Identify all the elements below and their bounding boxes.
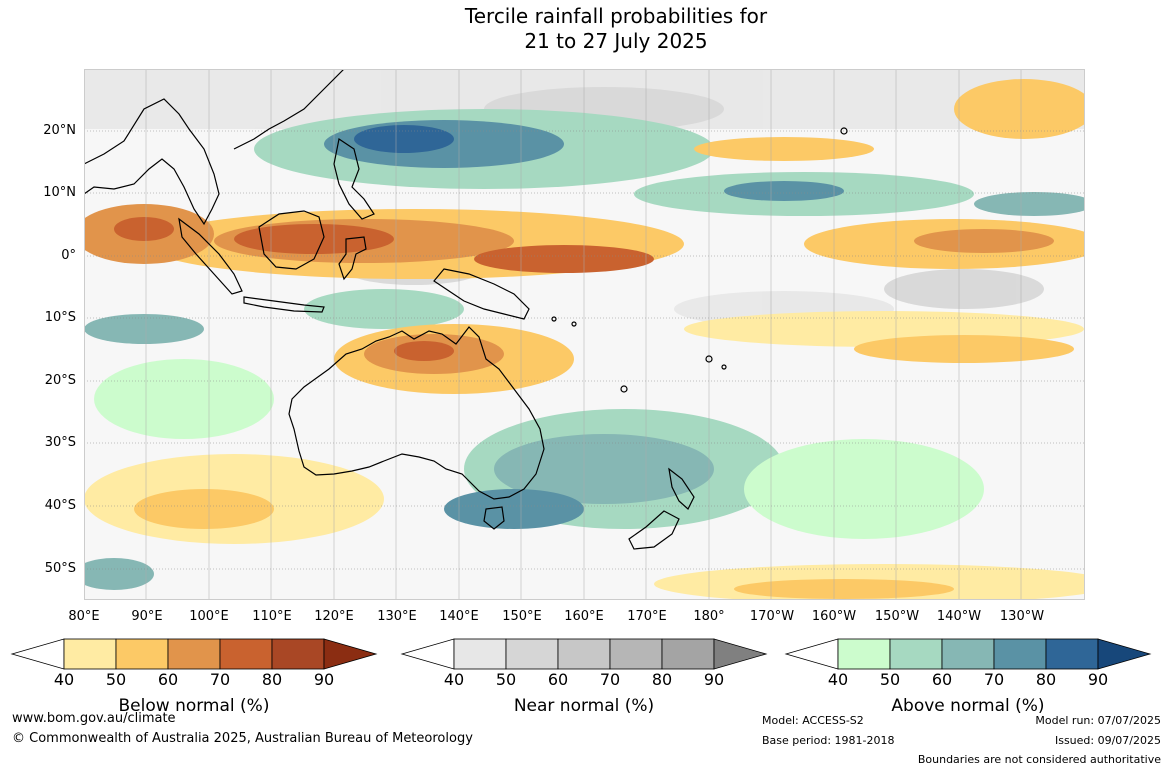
below-normal-colorbar — [10, 638, 378, 670]
near-normal-colorbar — [400, 638, 768, 670]
lon-label: 160°E — [564, 609, 604, 624]
colorbar-tick: 90 — [313, 670, 335, 689]
colorbar-segment — [505, 638, 559, 670]
colorbar-tick: 90 — [703, 670, 725, 689]
lat-label: 50°S — [44, 561, 76, 576]
lat-label: 10°N — [43, 185, 76, 200]
colorbar-tick: 40 — [443, 670, 465, 689]
lat-label: 10°S — [44, 310, 76, 325]
colorbar-tick: 40 — [827, 670, 849, 689]
near-normal-title: Near normal (%) — [513, 696, 655, 716]
colorbar-segment — [889, 638, 943, 670]
colorbar-segment — [453, 638, 507, 670]
colorbar-under-arrow — [400, 638, 455, 670]
graticule — [84, 130, 1085, 570]
lon-label: 170°W — [749, 609, 795, 624]
colorbar-tick: 50 — [879, 670, 901, 689]
issued-text: Issued: 09/07/2025 — [1054, 734, 1161, 747]
below-normal-regions — [84, 79, 1085, 600]
asia-coastline — [84, 69, 345, 226]
colorbar-tick: 40 — [53, 670, 75, 689]
colorbar-segment — [167, 638, 221, 670]
above-normal-title: Above normal (%) — [891, 696, 1045, 716]
map-title-line1: Tercile rainfall probabilities for — [464, 4, 768, 28]
colorbar-over-arrow — [713, 638, 768, 670]
model-text: Model: ACCESS-S2 — [762, 714, 864, 727]
lon-label: 110°E — [252, 609, 292, 624]
map-title-line2: 21 to 27 July 2025 — [524, 29, 708, 53]
colorbar-segment — [941, 638, 995, 670]
lon-label: 90°E — [131, 609, 163, 624]
lon-label: 140°W — [936, 609, 982, 624]
lat-label: 0° — [61, 248, 76, 263]
colorbar-segment — [993, 638, 1047, 670]
model-run-text: Model run: 07/07/2025 — [1035, 714, 1161, 727]
lat-label: 20°S — [44, 373, 76, 388]
tasmania-coastline — [483, 506, 505, 530]
rainfall-probability-map — [84, 69, 1085, 600]
lon-label: 150°W — [874, 609, 920, 624]
java-coastline — [243, 296, 325, 313]
disclaimer-text: Boundaries are not considered authoritat… — [917, 753, 1161, 766]
colorbar-segment — [271, 638, 325, 670]
lat-label: 20°N — [43, 123, 76, 138]
coastlines — [84, 69, 848, 550]
lat-label: 40°S — [44, 498, 76, 513]
colorbar-tick: 70 — [599, 670, 621, 689]
colorbar-over-arrow — [323, 638, 378, 670]
base-period-text: Base period: 1981-2018 — [762, 734, 895, 747]
colorbar-over-arrow — [1097, 638, 1152, 670]
colorbar-segment — [557, 638, 611, 670]
colorbar-tick: 80 — [1035, 670, 1057, 689]
colorbar-tick: 90 — [1087, 670, 1109, 689]
sumatra-coastline — [178, 217, 243, 295]
new-zealand-coastline — [628, 467, 695, 550]
colorbar-segment — [609, 638, 663, 670]
new-guinea-coastline — [433, 268, 530, 320]
colorbar-tick: 60 — [931, 670, 953, 689]
colorbar-under-arrow — [10, 638, 65, 670]
lon-label: 80°E — [68, 609, 100, 624]
colorbar-tick: 50 — [105, 670, 127, 689]
colorbar-segment — [837, 638, 891, 670]
philippines-coastline — [333, 138, 375, 220]
colorbar-tick: 60 — [157, 670, 179, 689]
colorbar-tick: 70 — [983, 670, 1005, 689]
borneo-coastline — [258, 210, 325, 270]
bom-url-link[interactable]: www.bom.gov.au/climate — [12, 711, 176, 726]
lat-label: 30°S — [44, 435, 76, 450]
lon-label: 130°W — [999, 609, 1045, 624]
lon-label: 150°E — [502, 609, 542, 624]
lon-label: 100°E — [189, 609, 229, 624]
australia-coastline — [288, 326, 545, 500]
colorbar-tick: 50 — [495, 670, 517, 689]
lon-label: 130°E — [377, 609, 417, 624]
map-title: Tercile rainfall probabilities for 21 to… — [0, 4, 1173, 54]
sulawesi-coastline — [338, 236, 367, 281]
colorbar-segment — [1045, 638, 1099, 670]
copyright-text: © Commonwealth of Australia 2025, Austra… — [12, 731, 473, 746]
colorbar-segment — [115, 638, 169, 670]
above-normal-colorbar — [784, 638, 1152, 670]
colorbar-tick: 80 — [651, 670, 673, 689]
colorbar-segment — [63, 638, 117, 670]
lon-label: 120°E — [314, 609, 354, 624]
lon-label: 160°W — [811, 609, 857, 624]
colorbar-segment — [661, 638, 715, 670]
colorbar-under-arrow — [784, 638, 839, 670]
below-normal-title: Below normal (%) — [118, 696, 270, 716]
lon-label: 180° — [693, 609, 725, 624]
colorbar-tick: 80 — [261, 670, 283, 689]
lon-label: 170°E — [627, 609, 667, 624]
lon-label: 140°E — [439, 609, 479, 624]
colorbar-segment — [219, 638, 273, 670]
colorbar-tick: 60 — [547, 670, 569, 689]
colorbar-tick: 70 — [209, 670, 231, 689]
above-normal-regions — [84, 109, 1085, 590]
